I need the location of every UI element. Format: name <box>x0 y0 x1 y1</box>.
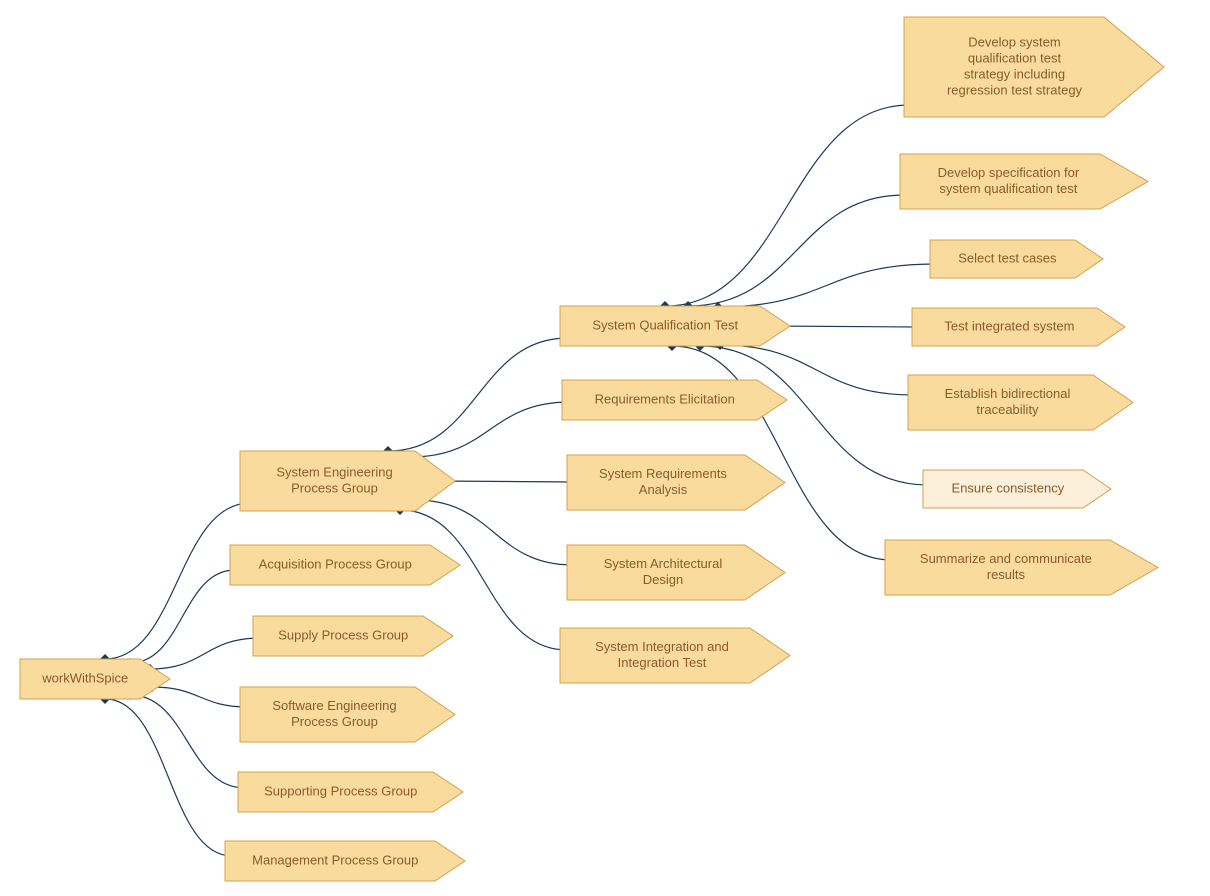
edge-root-sys_eng <box>105 503 250 659</box>
node-label-sys_eng-line0: System Engineering <box>276 464 392 479</box>
edge-sys_eng-sqt <box>388 338 568 451</box>
node-label-supply-line0: Supply Process Group <box>278 627 408 642</box>
node-select: Select test cases <box>930 240 1103 278</box>
node-label-mgmt-line0: Management Process Group <box>252 852 418 867</box>
nodes-layer: workWithSpiceSystem EngineeringProcess G… <box>20 17 1164 881</box>
edge-sqt-select <box>718 264 935 307</box>
edge-root-sw_eng <box>152 687 248 707</box>
node-label-summ-line0: Summarize and communicate <box>920 551 1092 566</box>
node-req_elic: Requirements Elicitation <box>562 380 787 420</box>
node-label-sw_eng-line0: Software Engineering <box>272 698 396 713</box>
node-label-req_elic-line0: Requirements Elicitation <box>595 391 735 406</box>
node-label-dev_strat-line2: strategy including <box>964 66 1065 81</box>
node-test_int: Test integrated system <box>912 308 1125 346</box>
node-dev_spec: Develop specification forsystem qualific… <box>900 154 1148 209</box>
node-label-sw_eng-line1: Process Group <box>291 714 378 729</box>
node-label-integ-line1: Integration Test <box>618 655 707 670</box>
node-label-sys_eng-line1: Process Group <box>291 480 378 495</box>
node-label-support-line0: Supporting Process Group <box>264 783 417 798</box>
node-label-dev_spec-line1: system qualification test <box>939 181 1077 196</box>
node-label-req_anal-line0: System Requirements <box>599 466 727 481</box>
edge-root-acq <box>130 570 235 663</box>
node-label-dev_strat-line3: regression test strategy <box>947 82 1083 97</box>
edge-sys_eng-req_elic <box>410 402 570 457</box>
node-label-sqt-line0: System Qualification Test <box>592 317 738 332</box>
node-supply: Supply Process Group <box>253 616 453 656</box>
node-label-summ-line1: results <box>987 567 1026 582</box>
node-arch: System ArchitecturalDesign <box>567 545 785 600</box>
node-support: Supporting Process Group <box>238 772 463 812</box>
node-label-select-line0: Select test cases <box>958 250 1057 265</box>
edge-sys_eng-req_anal <box>435 481 573 482</box>
node-label-dev_spec-line0: Develop specification for <box>938 165 1080 180</box>
node-label-root-line0: workWithSpice <box>41 670 128 685</box>
edge-root-mgmt <box>105 699 232 856</box>
node-label-integ-line0: System Integration and <box>595 639 729 654</box>
node-label-req_anal-line1: Analysis <box>639 482 688 497</box>
node-label-consist-line0: Ensure consistency <box>952 480 1065 495</box>
node-integ: System Integration andIntegration Test <box>560 628 790 683</box>
node-root: workWithSpice <box>20 659 170 699</box>
node-sw_eng: Software EngineeringProcess Group <box>240 687 455 742</box>
node-label-dev_strat-line1: qualification test <box>968 50 1062 65</box>
node-label-arch-line1: Design <box>643 572 683 587</box>
node-acq: Acquisition Process Group <box>230 545 460 585</box>
node-summ: Summarize and communicateresults <box>885 540 1158 595</box>
edge-sqt-dev_strat <box>665 105 910 306</box>
node-label-acq-line0: Acquisition Process Group <box>259 556 412 571</box>
process-diagram: workWithSpiceSystem EngineeringProcess G… <box>0 0 1210 896</box>
node-mgmt: Management Process Group <box>225 841 465 881</box>
node-consist: Ensure consistency <box>923 470 1111 508</box>
node-label-bidir-line0: Establish bidirectional <box>945 386 1071 401</box>
node-sqt: System Qualification Test <box>560 306 790 346</box>
node-label-bidir-line1: traceability <box>976 402 1039 417</box>
node-label-test_int-line0: Test integrated system <box>944 318 1074 333</box>
node-dev_strat: Develop systemqualification teststrategy… <box>904 17 1164 117</box>
node-label-dev_strat-line0: Develop system <box>968 34 1060 49</box>
node-bidir: Establish bidirectionaltraceability <box>908 375 1133 430</box>
node-req_anal: System RequirementsAnalysis <box>567 455 785 510</box>
edges-layer <box>100 105 935 856</box>
edge-root-support <box>130 695 245 788</box>
node-label-arch-line0: System Architectural <box>604 556 723 571</box>
node-sys_eng: System EngineeringProcess Group <box>240 451 455 511</box>
edge-sqt-summ <box>672 346 892 560</box>
